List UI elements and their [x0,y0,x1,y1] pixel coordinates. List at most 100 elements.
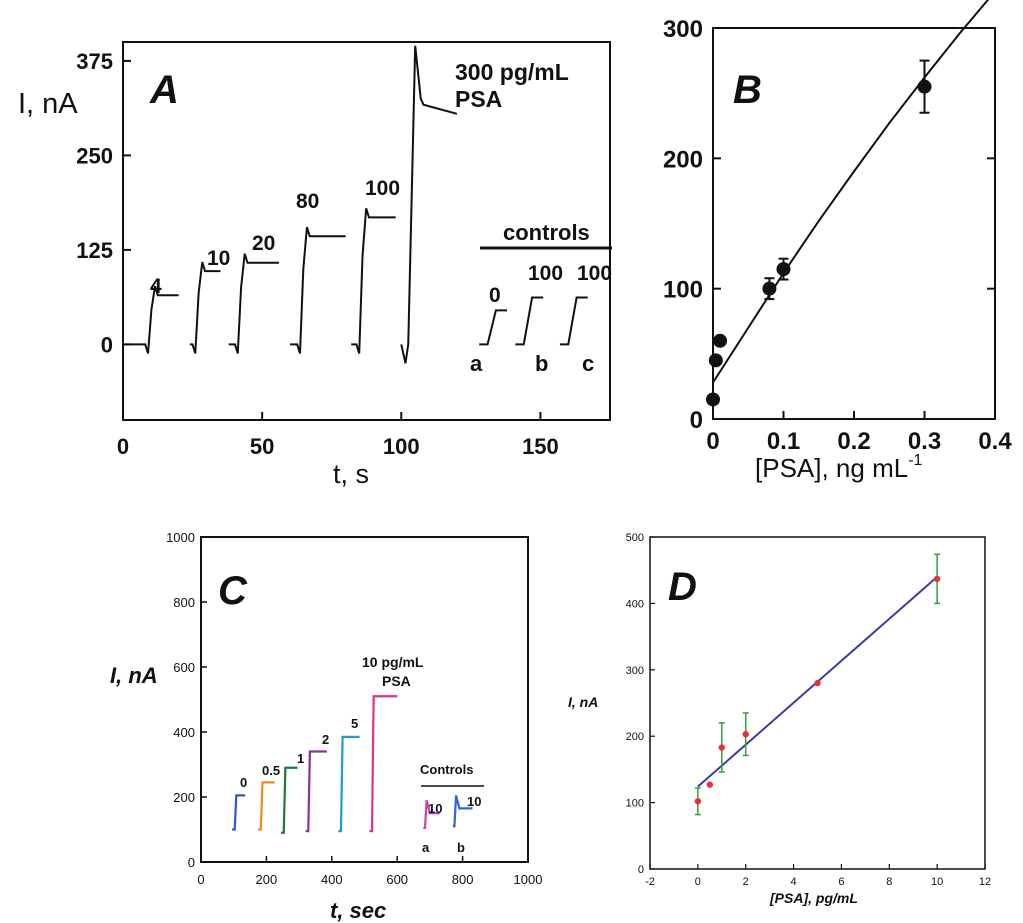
x-tick-label: 150 [522,434,559,459]
y-tick-label: 250 [76,143,113,168]
panel-c-ylabel: I, nA [110,663,158,688]
control-value: 0 [489,284,501,307]
trace-line [189,261,221,354]
panel-a-controls-label: controls [503,220,590,245]
panel-c-traces [232,695,473,834]
trace-line [232,794,246,831]
y-tick-label: 500 [626,532,644,544]
x-tick-label: 8 [886,876,892,888]
x-tick-label: 800 [452,872,474,887]
y-tick-label: 200 [663,146,703,173]
control-trace [479,309,508,346]
data-point [694,798,702,805]
control-trace [423,799,440,829]
y-tick-label: 300 [663,16,703,43]
x-tick-label: 100 [383,434,420,459]
panel-b: B [PSA], ng mL-1 0 0.1 0.2 0.3 0.4 0 100 200 300 [663,0,1012,483]
data-point [917,79,932,94]
step-label: 0.5 [262,763,280,778]
data-point [713,333,728,348]
x-tick-label: 600 [386,872,408,887]
y-tick-label: 400 [626,598,644,610]
data-point [762,281,777,296]
x-tick-label: 4 [791,876,797,888]
trace-line [369,695,398,833]
data-point [706,781,714,788]
x-tick-label: -2 [645,876,655,888]
x-tick-label: 200 [256,872,278,887]
x-tick-label: 12 [979,876,991,888]
x-tick-label: 0 [197,872,204,887]
y-tick-label: 100 [626,798,644,810]
panel-c-step-labels: 0 0.5 1 2 5 10 10 a b [240,716,481,855]
y-tick-label: 200 [173,790,195,805]
control-trace [515,296,544,346]
panel-b-xlabel: [PSA], ng mL-1 [755,452,923,483]
panel-a: A I, nA t, s 300 pg/mL PSA controls 0 50 1… [18,41,612,489]
x-tick-label: 6 [838,876,844,888]
y-tick-label: 0 [638,864,644,876]
panel-a-letter: A [149,68,179,112]
x-tick-label: 50 [250,434,274,459]
step-label: 0 [240,775,247,790]
step-label: 20 [252,232,275,255]
control-trace [452,795,473,828]
panel-b-plot [706,0,990,407]
panel-d-letter: D [668,565,697,609]
panel-c-header-line2: PSA [382,673,411,689]
panel-d-frame [649,536,986,870]
step-label: 2 [322,732,329,747]
panel-d-plot [694,553,941,816]
x-tick-label: 0.2 [837,428,870,455]
control-value: 10 [467,794,481,809]
control-letter: b [535,351,548,376]
panel-d: D I, nA [PSA], pg/mL -2 0 2 4 6 8 10 1201002003… [568,532,991,906]
panel-c-letter: C [218,569,248,613]
x-tick-label: 1000 [514,872,543,887]
panel-b-letter: B [733,68,762,112]
y-tick-label: 100 [663,277,703,304]
panel-a-step-labels: 4 10 20 80 100 0 100 100 a b c [150,177,612,376]
control-letter: a [422,840,430,855]
x-tick-label: 0 [117,434,129,459]
panel-c-frame [200,536,529,863]
trace-line [281,766,298,834]
data-point [742,731,749,738]
panel-a-frame [122,41,611,421]
panel-d-ylabel: I, nA [568,694,598,710]
control-value: 10 [428,801,442,816]
step-label: 10 [207,247,230,270]
panel-a-traces [123,45,588,364]
control-letter: c [582,351,594,376]
x-tick-label: 0 [695,876,701,888]
panel-a-ylabel: I, nA [18,88,78,120]
x-tick-label: 0 [706,428,719,455]
x-tick-label: 0.3 [908,428,941,455]
y-tick-label: 600 [173,660,195,675]
panel-d-xlabel: [PSA], pg/mL [769,890,858,906]
y-tick-label: 0 [101,332,113,357]
step-label: 80 [296,190,319,213]
trace-line [400,45,458,364]
data-point [708,353,723,368]
trace-line [228,253,279,354]
data-point [933,575,941,583]
y-tick-label: 400 [173,725,195,740]
x-tick-label: 2 [743,876,749,888]
x-tick-label: 400 [321,872,343,887]
data-point [718,744,725,751]
panel-c: C I, nA t, sec 10 pg/mL PSA Controls 0 20… [110,530,542,923]
data-point [776,262,791,277]
trace-line [123,285,179,354]
panel-a-xlabel: t, s [333,459,369,489]
control-trace [559,296,588,346]
fit-curve [712,0,990,384]
step-label: 5 [351,716,358,731]
y-tick-label: 300 [626,665,644,677]
y-tick-label: 200 [626,731,644,743]
trace-line [351,208,396,354]
step-label: 1 [297,751,304,766]
y-tick-label: 0 [690,407,703,434]
